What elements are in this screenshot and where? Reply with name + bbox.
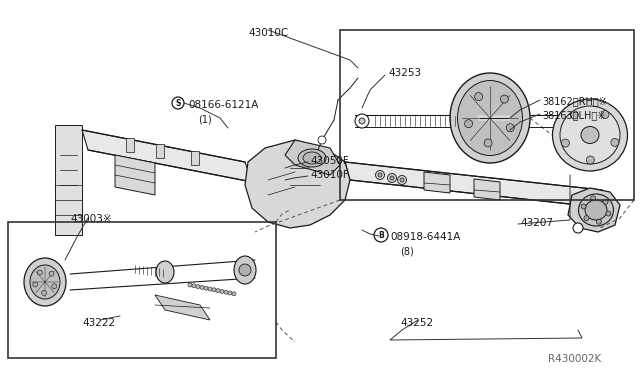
Circle shape (33, 282, 38, 287)
Polygon shape (568, 188, 620, 232)
Circle shape (216, 289, 220, 293)
Ellipse shape (579, 194, 614, 226)
Ellipse shape (585, 200, 607, 220)
Circle shape (212, 288, 216, 292)
Circle shape (192, 284, 196, 288)
Circle shape (239, 264, 251, 276)
Circle shape (200, 285, 204, 289)
Circle shape (584, 216, 589, 221)
Text: R430002K: R430002K (548, 354, 601, 364)
Ellipse shape (458, 80, 522, 155)
Polygon shape (156, 144, 164, 158)
Ellipse shape (552, 99, 627, 171)
Circle shape (42, 291, 47, 295)
Bar (340, 30, 634, 200)
Circle shape (378, 173, 382, 177)
Circle shape (49, 271, 54, 276)
Circle shape (586, 156, 595, 164)
Circle shape (390, 176, 394, 180)
Circle shape (581, 204, 586, 209)
Text: 38162〈RH〉※: 38162〈RH〉※ (542, 96, 607, 106)
Circle shape (355, 114, 369, 128)
Bar (8, 222, 276, 358)
Polygon shape (474, 179, 500, 200)
Polygon shape (424, 172, 450, 193)
Circle shape (561, 139, 570, 147)
Text: 43003※: 43003※ (70, 214, 111, 224)
Circle shape (188, 283, 192, 287)
Text: 43253: 43253 (388, 68, 421, 78)
Circle shape (603, 199, 608, 204)
Ellipse shape (234, 256, 256, 284)
Circle shape (387, 173, 397, 183)
Circle shape (374, 228, 388, 242)
Ellipse shape (30, 265, 60, 299)
Text: 08918-6441A: 08918-6441A (390, 232, 460, 242)
Circle shape (500, 95, 508, 103)
Circle shape (400, 178, 404, 182)
Circle shape (596, 219, 602, 224)
Circle shape (232, 292, 236, 296)
Circle shape (376, 170, 385, 180)
Polygon shape (126, 138, 134, 152)
Circle shape (208, 287, 212, 291)
Circle shape (601, 110, 609, 119)
Circle shape (172, 97, 184, 109)
Circle shape (204, 286, 208, 290)
Circle shape (220, 289, 224, 294)
Text: 43222: 43222 (82, 318, 115, 328)
Polygon shape (191, 151, 199, 165)
Text: 43207: 43207 (520, 218, 553, 228)
Polygon shape (82, 130, 252, 182)
Circle shape (37, 270, 42, 275)
Circle shape (228, 291, 232, 295)
Circle shape (475, 93, 483, 100)
Circle shape (570, 111, 579, 119)
Text: (1): (1) (198, 114, 212, 124)
Circle shape (606, 211, 611, 216)
Circle shape (224, 290, 228, 294)
Ellipse shape (303, 152, 321, 164)
Circle shape (397, 176, 406, 185)
Polygon shape (345, 162, 606, 208)
Circle shape (484, 139, 492, 147)
Circle shape (359, 118, 365, 124)
Text: 43050F: 43050F (310, 156, 349, 166)
Ellipse shape (450, 73, 530, 163)
Ellipse shape (560, 106, 620, 164)
Text: 38163〈LH〉※: 38163〈LH〉※ (542, 110, 605, 120)
Polygon shape (285, 140, 340, 175)
Polygon shape (155, 295, 210, 320)
Ellipse shape (581, 126, 599, 144)
Text: S: S (175, 99, 180, 108)
Circle shape (591, 196, 596, 201)
Ellipse shape (156, 261, 174, 283)
Ellipse shape (298, 149, 326, 167)
Circle shape (465, 120, 472, 128)
Circle shape (573, 223, 583, 233)
Circle shape (196, 285, 200, 289)
Text: B: B (378, 231, 384, 240)
Circle shape (318, 136, 326, 144)
Text: 08166-6121A: 08166-6121A (188, 100, 259, 110)
Text: 43010C: 43010C (248, 28, 288, 38)
Circle shape (52, 284, 57, 289)
Polygon shape (115, 155, 155, 195)
Text: (8): (8) (400, 246, 413, 256)
Polygon shape (55, 125, 82, 235)
Circle shape (506, 124, 515, 132)
Polygon shape (245, 140, 350, 228)
Text: 43252: 43252 (400, 318, 433, 328)
Ellipse shape (24, 258, 66, 306)
Circle shape (611, 138, 619, 147)
Text: 43010F: 43010F (310, 170, 349, 180)
